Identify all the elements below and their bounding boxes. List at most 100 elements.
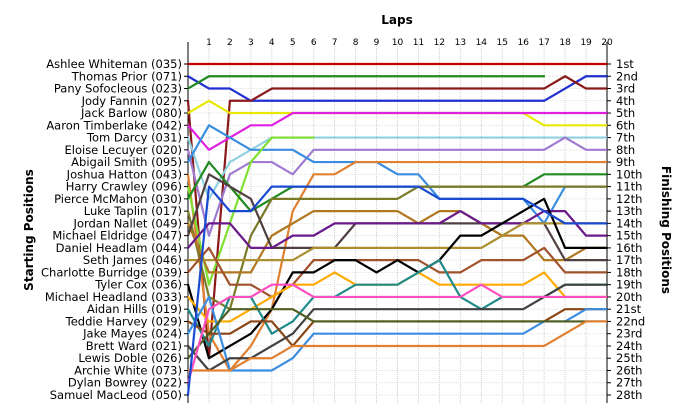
driver-line [186, 210, 609, 249]
driver-line [186, 320, 609, 372]
right-axis-title: Finishing Positions [659, 166, 673, 294]
finishing-position-label: 26th [616, 363, 642, 377]
starting-position-label: Jake Mayes (024) [82, 327, 182, 341]
starting-position-label: Luke Taplin (017) [84, 204, 182, 218]
finishing-position-label: 14th [616, 216, 642, 230]
driver-line [186, 197, 609, 360]
starting-position-label: Archie White (073) [74, 363, 182, 377]
starting-position-label: Ashlee Whiteman (035) [46, 57, 182, 71]
finishing-position-label: 21st [616, 302, 642, 316]
starting-position-label: Thomas Prior (071) [71, 69, 182, 83]
starting-position-label: Samuel MacLeod (050) [50, 388, 182, 402]
finishing-position-label: 6th [616, 118, 635, 132]
driver-line [186, 136, 609, 200]
starting-position-label: Michael Eldridge (047) [52, 229, 182, 243]
finishing-position-label: 27th [616, 376, 642, 390]
starting-position-label: Jordan Nallet (049) [73, 216, 182, 230]
driver-line [186, 136, 315, 286]
starting-position-label: Harry Crawley (096) [66, 180, 182, 194]
starting-position-label: Eloise Lecuyer (020) [65, 143, 183, 157]
starting-position-label: Aaron Timberlake (042) [46, 118, 182, 132]
driver-line [186, 111, 609, 151]
series-layer [186, 62, 609, 397]
driver-line [186, 75, 609, 360]
starting-position-label: Pierce McMahon (030) [54, 192, 182, 206]
starting-position-label: Brett Ward (021) [86, 339, 182, 353]
lap-tick-label: 14 [476, 38, 488, 48]
lap-tick-label: 3 [248, 38, 254, 48]
finishing-position-label: 20th [616, 290, 642, 304]
driver-line [186, 308, 609, 360]
finishing-position-label: 5th [616, 106, 635, 120]
starting-position-label: Abigail Smith (095) [71, 155, 182, 169]
lap-tick-label: 10 [392, 38, 404, 48]
finishing-position-label: 24th [616, 339, 642, 353]
finishing-position-label: 28th [616, 388, 642, 402]
x-axis-title: Laps [381, 13, 412, 27]
finishing-position-label: 16th [616, 241, 642, 255]
starting-position-label: Aidan Hills (019) [87, 302, 182, 316]
lap-tick-label: 1 [206, 38, 212, 48]
finishing-position-label: 7th [616, 131, 635, 145]
driver-line [186, 160, 609, 372]
starting-position-label: Tyler Cox (036) [94, 278, 182, 292]
lap-tick-label: 17 [538, 38, 549, 48]
finishing-position-label: 18th [616, 265, 642, 279]
finishing-position-label: 1st [616, 57, 634, 71]
lap-tick-label: 9 [374, 38, 380, 48]
finishing-position-label: 25th [616, 351, 642, 365]
finishing-position-label: 4th [616, 94, 635, 108]
finishing-position-label: 11th [616, 180, 642, 194]
lap-tick-label: 16 [517, 38, 529, 48]
starting-position-label: Teddie Harvey (029) [65, 314, 182, 328]
driver-line [186, 295, 609, 372]
left-axis-title: Starting Positions [22, 169, 36, 291]
lap-tick-label: 2 [227, 38, 233, 48]
driver-line [186, 185, 609, 397]
starting-position-label: Seth James (046) [83, 253, 182, 267]
driver-line [186, 75, 609, 102]
finishing-position-label: 10th [616, 167, 642, 181]
finishing-position-label: 12th [616, 192, 642, 206]
lap-tick-label: 18 [559, 38, 571, 48]
starting-position-label: Daniel Headlam (044) [56, 241, 182, 255]
driver-line [186, 283, 609, 384]
lap-tick-label: 20 [601, 38, 613, 48]
driver-line [186, 283, 609, 372]
finishing-position-label: 9th [616, 155, 635, 169]
driver-line [186, 136, 609, 237]
lap-tick-label: 7 [332, 38, 338, 48]
starting-position-label: Michael Headland (033) [45, 290, 182, 304]
driver-line [186, 185, 609, 311]
finishing-position-label: 17th [616, 253, 642, 267]
finishing-position-label: 19th [616, 278, 642, 292]
starting-position-label: Joshua Hatton (043) [66, 167, 182, 181]
lap-tick-label: 19 [580, 38, 592, 48]
lap-tick-label: 4 [269, 38, 275, 48]
lap-tick-label: 8 [353, 38, 359, 48]
lap-tick-label: 11 [413, 38, 424, 48]
finishing-position-label: 2nd [616, 69, 638, 83]
driver-line [186, 222, 609, 262]
finishing-position-label: 23rd [616, 327, 642, 341]
lap-tick-label: 6 [311, 38, 317, 48]
finishing-position-label: 3rd [616, 82, 635, 96]
finishing-position-label: 15th [616, 229, 642, 243]
finishing-position-label: 13th [616, 204, 642, 218]
lap-tick-label: 15 [497, 38, 508, 48]
starting-position-label: Lewis Doble (026) [78, 351, 182, 365]
finishing-position-label: 8th [616, 143, 635, 157]
lap-tick-label: 5 [290, 38, 296, 48]
lap-tick-label: 12 [434, 38, 445, 48]
starting-position-label: Pany Sofocleous (023) [54, 82, 182, 96]
starting-position-label: Charlotte Burridge (039) [41, 265, 182, 279]
finishing-position-label: 22nd [616, 314, 645, 328]
starting-position-label: Jack Barlow (080) [80, 106, 182, 120]
starting-position-label: Dylan Bowrey (022) [68, 376, 182, 390]
driver-line [186, 75, 546, 90]
starting-position-label: Jody Fannin (027) [81, 94, 182, 108]
lap-tick-label: 13 [455, 38, 466, 48]
